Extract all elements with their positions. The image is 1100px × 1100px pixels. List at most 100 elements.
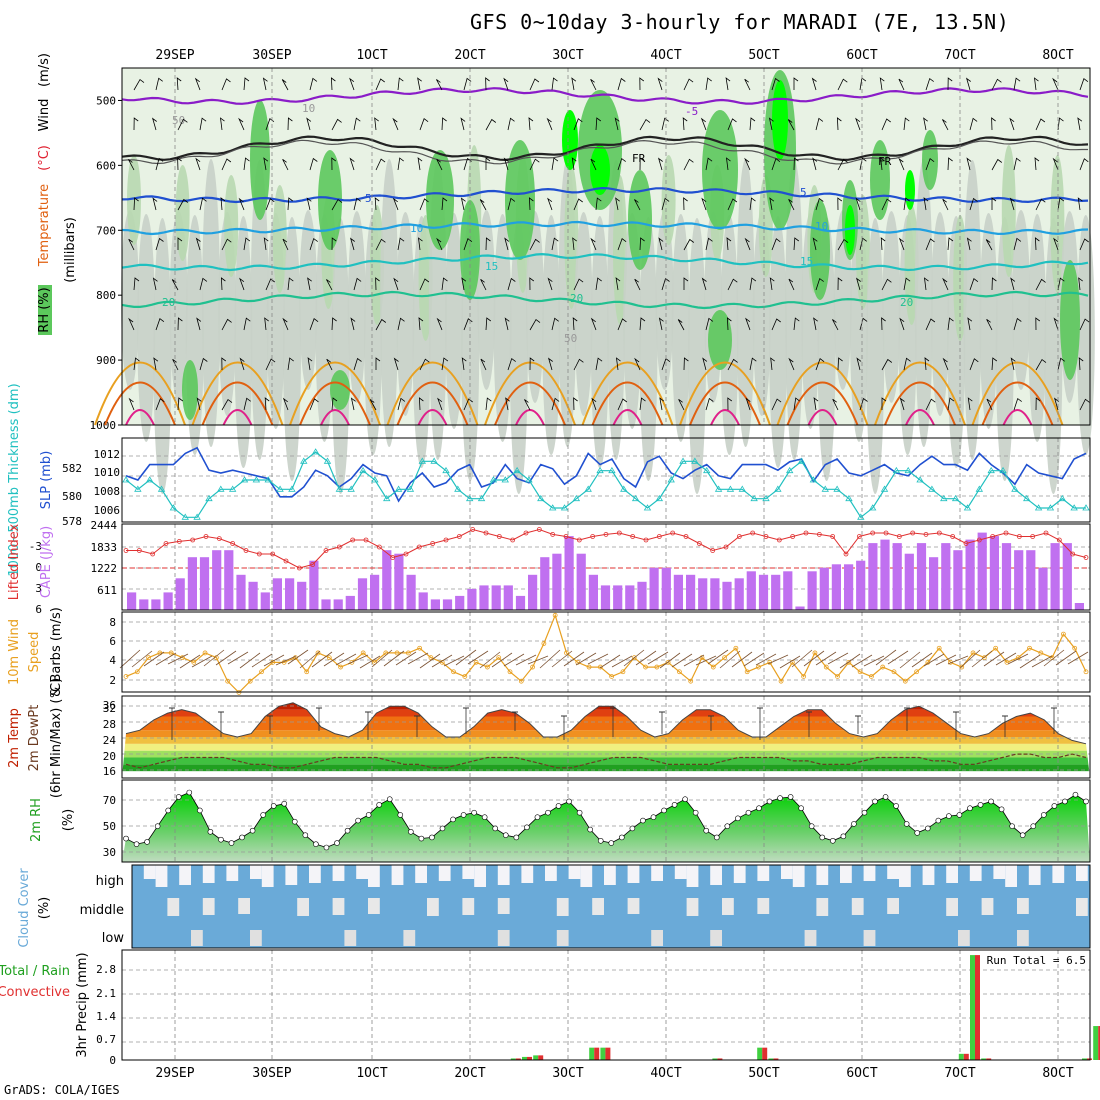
cape-bar [491,585,501,610]
rh-point [851,821,857,827]
cloud-high-clear [969,865,982,881]
cloud-high-clear [922,865,935,885]
cloud-high-clear [143,865,156,879]
wind-barb [375,158,386,171]
slp-point [916,476,924,483]
wind-barb [287,117,293,131]
cape-bar [406,574,416,610]
cape-bar [163,592,173,610]
isotherm-30 [884,381,956,426]
lifted-index-point [430,541,436,546]
rh-point [840,833,847,840]
slp-point [1023,494,1031,502]
wind-barb [727,397,733,411]
lifted-index-point [123,548,129,553]
wind-barb [727,278,738,291]
wind-barb [856,357,862,371]
rh-point [471,809,477,816]
slp-point [596,466,604,474]
slp-point [489,476,498,483]
cape-bar [224,550,234,610]
cape-bar [309,560,319,610]
rh-point [830,837,836,844]
isotherm-30 [494,381,566,426]
wind-speed-point [609,674,615,679]
rh2m-panel: 30 50 70 [103,780,1090,862]
wind-barb [331,397,338,411]
wind-barb [467,650,489,665]
wind-barb [195,157,201,171]
cape-bar [260,592,270,610]
cape-tick-label: 2444 [91,519,118,532]
wind-speed-point [823,664,829,670]
wind-barb [707,649,729,665]
wind-barb [701,197,707,211]
lifted-index-point [910,530,916,536]
temp-tick-label: 36 [103,699,116,712]
cross-section-frame [121,67,1091,426]
slp-tick-label: 1010 [94,466,121,479]
precip-total-bar [970,955,975,1060]
cloud-middle-cell [592,898,604,915]
wind-speed-point [225,678,231,684]
isotherm-25 [386,361,479,426]
wind-barb [349,237,355,251]
cloud-row-label: low [102,931,125,946]
wind-speed-point [710,664,716,670]
cloud-high-clear [710,865,722,885]
wind-barb [436,237,443,251]
lifted-index-point [710,548,716,553]
isotherm-label: 10 [815,220,828,233]
lifted-index-point [1083,555,1089,560]
date-label: 4OCT [650,48,682,63]
rh-point [893,803,899,809]
rh-shade [283,217,301,481]
wind-barb [815,358,825,371]
ylabel-rh: RH (%) [37,287,52,332]
wind-speed-point [722,655,727,661]
rh-moist-cell [708,310,732,370]
cape-tick-label: 1833 [91,541,118,554]
freezing-level-line [121,139,1088,165]
slp-tick-label: 1008 [94,485,121,498]
wind-barb [966,157,972,171]
wind-barb [221,238,232,251]
wind-barb [590,317,597,331]
cloud-low-cell [250,930,262,946]
wind-speed-point [417,645,423,651]
wind-barb [353,357,362,371]
wind-barb [705,157,713,171]
cloud-middle-cell [722,898,734,915]
wind-barb [682,117,688,131]
wind-speed-series [125,613,1087,694]
temp-band [122,764,1090,772]
wind-barb [306,197,312,211]
ylabel-wind10m-barbs: & Barbs (m/s) [49,607,64,697]
wind-barb [326,358,333,371]
slp-point [620,485,628,492]
wind-barb [1057,357,1065,371]
cape-bar [1001,543,1012,610]
wind-barb [855,277,861,291]
lifted-index-point [496,534,502,539]
wind-barb [573,397,578,411]
rh-shade [1050,155,1065,293]
wind-barb [617,398,628,411]
rh-shade [671,214,690,442]
rh-moist-cell [330,370,350,410]
cape-bar [357,578,368,610]
wind-barb [551,77,558,91]
wind-barb [507,117,515,131]
wind-barb [719,650,741,669]
cloud-middle-cell [816,898,829,916]
cloud-high-clear [438,865,451,881]
wind-barb [529,78,540,91]
rh-point [355,817,361,824]
wind-barb [221,158,232,171]
precip-panel: 0 0.7 1.4 2.1 2.8 Run Total = 6.5 Total / Rain… [0,950,1100,1067]
cape-bar [916,543,927,610]
isotherm-25 [581,361,674,426]
wind-barb [590,158,597,171]
wind-barb [243,237,251,251]
